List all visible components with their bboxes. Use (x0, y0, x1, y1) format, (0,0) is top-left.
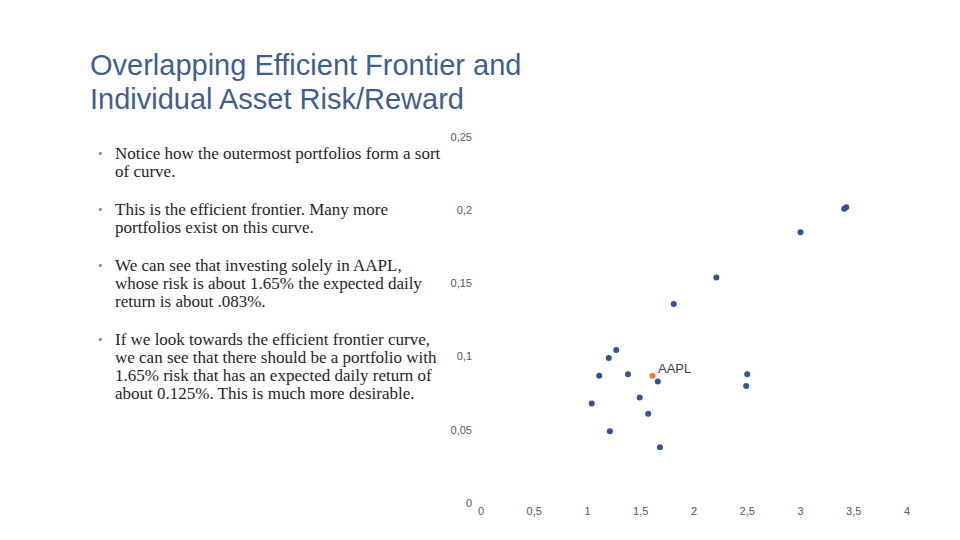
html-text:Individual Asset Risk/Reward: Individual Asset Risk/Reward (90, 83, 464, 115)
svg-text:0,25: 0,25 (451, 131, 472, 143)
html-text:If we look towards the efficie: If we look towards the efficient frontie… (115, 330, 437, 403)
svg-text:0,15: 0,15 (451, 277, 472, 289)
html-text:This is the efficient frontier: This is the efficient frontier. Many mor… (115, 200, 388, 237)
svg-text:0,5: 0,5 (527, 505, 542, 517)
svg-text:0: 0 (478, 505, 484, 517)
svg-text:0,1: 0,1 (457, 350, 472, 362)
svg-text:3,5: 3,5 (846, 505, 861, 517)
html-text:Overlapping Efficient Frontier: Overlapping Efficient Frontier and (90, 49, 522, 81)
svg-text:4: 4 (904, 505, 910, 517)
html-text:We can see that investing sole: We can see that investing solely in AAPL… (115, 256, 422, 311)
svg-text:0,05: 0,05 (451, 424, 472, 436)
svg-text:3: 3 (797, 505, 803, 517)
svg-text:2,5: 2,5 (740, 505, 755, 517)
svg-text:2: 2 (691, 505, 697, 517)
svg-text:1: 1 (584, 505, 590, 517)
svg-text:0: 0 (466, 497, 472, 509)
html-text:Notice how the outermost portf: Notice how the outermost portfolios form… (115, 144, 441, 181)
svg-text:AAPL: AAPL (658, 361, 691, 376)
svg-text:1,5: 1,5 (633, 505, 648, 517)
svg-text:0,2: 0,2 (457, 204, 472, 216)
